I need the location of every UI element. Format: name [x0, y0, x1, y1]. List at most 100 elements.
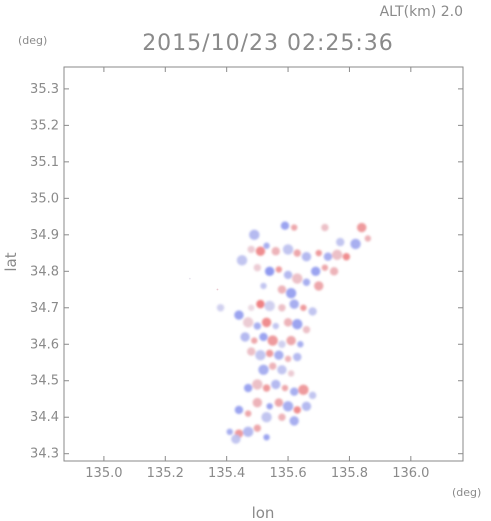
radar-cell	[266, 403, 273, 410]
radar-cell	[247, 347, 256, 356]
radar-cell	[292, 273, 303, 284]
radar-cell	[277, 365, 287, 375]
radar-cell	[323, 252, 333, 261]
radar-cell	[283, 270, 293, 280]
radar-cell	[277, 285, 287, 294]
radar-cell	[274, 350, 284, 360]
altitude-label: ALT(km) 2.0	[380, 4, 463, 20]
x-tick-label: 135.8	[331, 466, 368, 481]
radar-cell	[301, 252, 312, 262]
radar-speck	[188, 277, 191, 280]
radar-cell	[364, 235, 372, 242]
radar-cell	[226, 428, 233, 436]
radar-cell	[216, 304, 225, 312]
radar-cell	[253, 263, 262, 272]
y-axis: 34.3 34.4 34.5 34.6 34.7 34.8 34.9 35.0 35.1 35.2…	[30, 82, 463, 462]
radar-cell	[265, 349, 274, 358]
radar-cell	[251, 337, 258, 344]
radar-cell	[278, 413, 286, 421]
radar-cell	[315, 249, 322, 257]
radar-cell	[284, 355, 292, 363]
y-tick-label: 34.3	[30, 447, 59, 462]
radar-cell	[231, 434, 241, 444]
radar-cell	[302, 278, 311, 286]
y-tick-label: 34.7	[30, 301, 59, 316]
radar-cell	[263, 434, 270, 441]
radar-cell	[275, 266, 283, 273]
y-tick-label: 34.6	[30, 337, 59, 352]
radar-cell	[267, 335, 278, 346]
x-tick-label: 136.0	[392, 466, 429, 481]
radar-cell	[259, 332, 268, 342]
y-tick-label: 35.3	[30, 82, 59, 97]
y-tick-label: 34.5	[30, 374, 59, 389]
radar-cell	[293, 406, 301, 414]
radar-cell	[247, 245, 255, 254]
x-tick-label: 135.0	[85, 466, 122, 481]
radar-cell	[329, 267, 339, 276]
radar-cell	[264, 300, 275, 312]
radar-cell	[252, 397, 263, 408]
radar-cell	[249, 229, 260, 241]
y-tick-label: 34.9	[30, 228, 59, 243]
radar-cell	[292, 318, 303, 330]
radar-cell	[278, 340, 286, 348]
radar-cell	[258, 364, 269, 375]
radar-cell	[281, 384, 289, 392]
x-tick-label: 135.6	[269, 466, 306, 481]
radar-cell	[314, 281, 324, 291]
radar-cell	[280, 221, 290, 230]
radar-cell	[264, 266, 275, 276]
radar-cell	[287, 370, 295, 377]
radar-cell	[285, 287, 297, 299]
x-tick-label: 135.2	[147, 466, 184, 481]
radar-cell	[253, 424, 262, 432]
x-axis-title: lon	[252, 504, 275, 521]
radar-cell	[293, 249, 301, 257]
y-tick-label: 35.2	[30, 118, 59, 133]
y-axis-title: lat	[2, 252, 20, 271]
chart-title: 2015/10/23 02:25:36	[142, 31, 394, 56]
radar-cell	[289, 299, 299, 309]
radar-cell	[274, 398, 284, 407]
velocity-field	[216, 221, 372, 444]
isolated-echoes	[188, 277, 219, 291]
radar-cell	[308, 307, 317, 316]
radar-cell	[298, 384, 309, 396]
x-tick-label: 135.4	[208, 466, 245, 481]
radar-cell	[255, 246, 266, 256]
radar-cell	[297, 341, 304, 348]
radar-cell	[234, 405, 244, 415]
radar-cell	[321, 264, 329, 271]
radar-cell	[300, 304, 307, 311]
radar-cell	[357, 222, 367, 233]
y-tick-label: 35.0	[30, 191, 59, 206]
radar-cell	[260, 282, 267, 290]
radar-cell	[293, 352, 302, 362]
radar-cell	[262, 384, 271, 392]
radar-cell	[282, 401, 294, 412]
radar-cell	[236, 255, 248, 266]
radar-cell	[271, 379, 281, 390]
radar-cell	[248, 304, 255, 311]
radar-cell	[261, 412, 272, 423]
radar-cell	[242, 426, 254, 438]
radar-cell	[350, 238, 361, 250]
radar-cell	[331, 249, 343, 261]
radar-cell	[240, 332, 250, 342]
radar-cell	[272, 322, 279, 330]
radar-cell	[290, 224, 298, 231]
radar-cell	[263, 242, 270, 249]
radar-cell	[261, 317, 272, 328]
radar-cell	[289, 387, 299, 396]
radar-cell	[286, 335, 296, 346]
radar-cell	[234, 310, 244, 320]
radar-cell	[336, 237, 345, 247]
radar-cell	[282, 244, 294, 255]
plot-frame	[63, 66, 464, 462]
radar-speck	[216, 288, 219, 291]
radar-cell	[244, 410, 252, 417]
radar-cell	[253, 322, 262, 330]
radar-cell	[308, 391, 317, 400]
